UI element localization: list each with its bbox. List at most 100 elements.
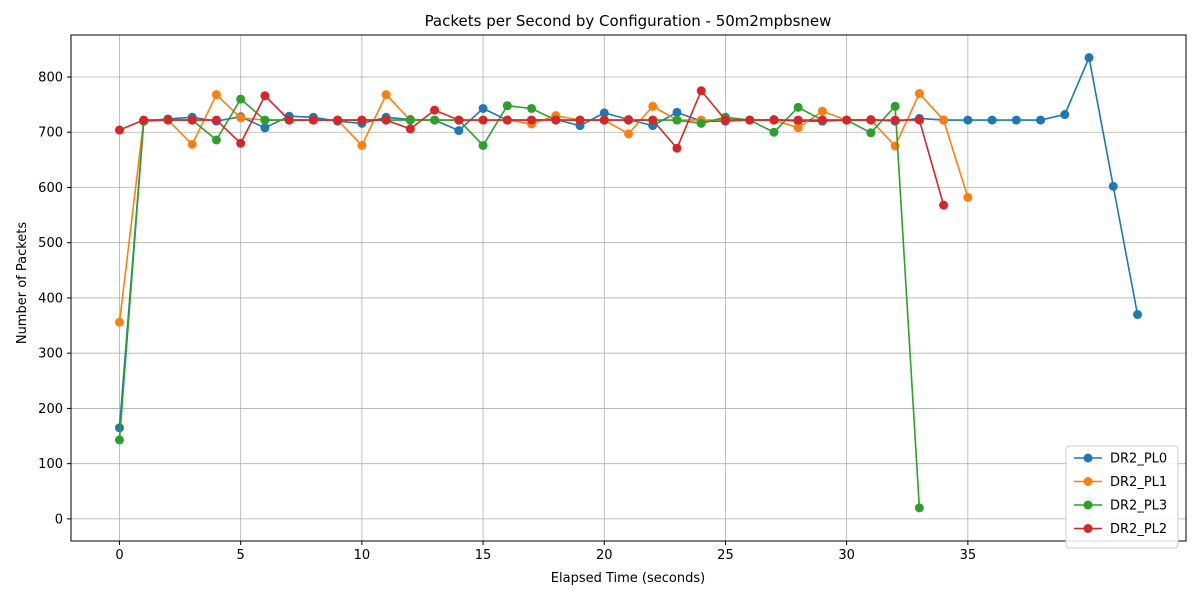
data-point <box>696 118 706 128</box>
data-point <box>527 103 537 113</box>
data-point <box>963 115 973 125</box>
data-point <box>914 503 924 513</box>
data-point <box>430 105 440 115</box>
data-point <box>114 125 124 135</box>
x-tick-label: 0 <box>115 548 123 563</box>
data-point <box>381 90 391 100</box>
data-point <box>817 106 827 116</box>
legend-item: DR2_PL3 <box>1074 499 1167 514</box>
data-point <box>914 115 924 125</box>
data-point <box>1084 53 1094 63</box>
data-point <box>260 91 270 101</box>
data-point <box>236 138 246 148</box>
data-point <box>769 115 779 125</box>
data-point <box>430 115 440 125</box>
x-tick-label: 5 <box>237 548 245 563</box>
data-point <box>139 115 149 125</box>
data-point <box>454 126 464 136</box>
y-tick-label: 600 <box>38 181 63 196</box>
x-tick-label: 10 <box>354 548 371 563</box>
data-point <box>672 143 682 153</box>
data-point <box>987 115 997 125</box>
data-point <box>842 115 852 125</box>
data-point <box>866 128 876 138</box>
data-point <box>672 115 682 125</box>
legend-marker <box>1083 524 1093 533</box>
data-point <box>187 115 197 125</box>
data-point <box>211 115 221 125</box>
legend-label: DR2_PL1 <box>1110 475 1167 490</box>
data-point <box>939 200 949 210</box>
data-point <box>357 140 367 150</box>
data-point <box>114 317 124 327</box>
chart-title: Packets per Second by Configuration - 50… <box>425 12 832 30</box>
x-tick-label: 35 <box>960 548 977 563</box>
data-point <box>502 115 512 125</box>
data-point <box>114 423 124 433</box>
data-point <box>672 107 682 117</box>
legend-marker <box>1083 477 1093 486</box>
legend-item: DR2_PL2 <box>1074 522 1167 537</box>
data-point <box>817 115 827 125</box>
data-point <box>551 115 561 125</box>
y-tick-label: 0 <box>55 512 63 527</box>
data-point <box>793 102 803 112</box>
data-point <box>381 115 391 125</box>
data-point <box>478 140 488 150</box>
data-point <box>939 115 949 125</box>
legend: DR2_PL0 DR2_PL1 DR2_PL3 DR2_PL2 <box>1065 445 1179 549</box>
data-point <box>454 115 464 125</box>
data-point <box>284 115 294 125</box>
data-point <box>308 115 318 125</box>
data-point <box>187 139 197 149</box>
data-point <box>1060 110 1070 120</box>
data-point <box>866 115 876 125</box>
legend-marker <box>1083 453 1093 463</box>
data-point <box>1036 115 1046 125</box>
axis-ticks: 0 5 10 15 20 25 30 35 0 100 200 300 400 500 600 700 800 <box>38 70 976 563</box>
data-point <box>575 115 585 125</box>
data-point <box>793 115 803 125</box>
data-point <box>914 89 924 99</box>
legend-item: DR2_PL0 <box>1074 452 1167 467</box>
data-point <box>1108 181 1118 191</box>
data-point <box>696 86 706 96</box>
data-point <box>163 115 173 125</box>
legend-label: DR2_PL0 <box>1110 452 1167 467</box>
series-dr2-pl2 <box>114 86 949 210</box>
data-point <box>236 94 246 104</box>
legend-item: DR2_PL1 <box>1074 475 1167 490</box>
y-tick-label: 500 <box>38 236 63 251</box>
data-point <box>963 192 973 202</box>
plot-frame <box>70 34 1187 542</box>
data-point <box>624 115 633 125</box>
data-point <box>478 103 488 113</box>
x-axis-title: Elapsed Time (seconds) <box>551 571 705 586</box>
y-tick-label: 800 <box>38 70 63 85</box>
data-point <box>1133 310 1143 320</box>
data-point <box>793 123 803 133</box>
series-layer <box>114 53 1143 513</box>
data-point <box>624 129 633 139</box>
y-axis-title: Number of Packets <box>15 222 30 345</box>
data-point <box>648 101 658 111</box>
data-point <box>211 135 221 145</box>
y-tick-label: 700 <box>38 126 63 141</box>
x-tick-label: 15 <box>475 548 492 563</box>
y-tick-label: 100 <box>38 457 63 472</box>
x-tick-label: 20 <box>596 548 613 563</box>
y-tick-label: 400 <box>38 291 63 306</box>
data-point <box>745 115 755 125</box>
y-tick-label: 200 <box>38 402 63 417</box>
data-point <box>357 115 367 125</box>
data-point <box>260 115 270 125</box>
data-point <box>1011 115 1021 125</box>
data-point <box>648 115 658 125</box>
legend-label: DR2_PL3 <box>1110 499 1167 514</box>
data-point <box>211 90 221 100</box>
legend-box <box>1065 445 1179 549</box>
data-point <box>405 115 415 125</box>
data-point <box>890 115 900 125</box>
